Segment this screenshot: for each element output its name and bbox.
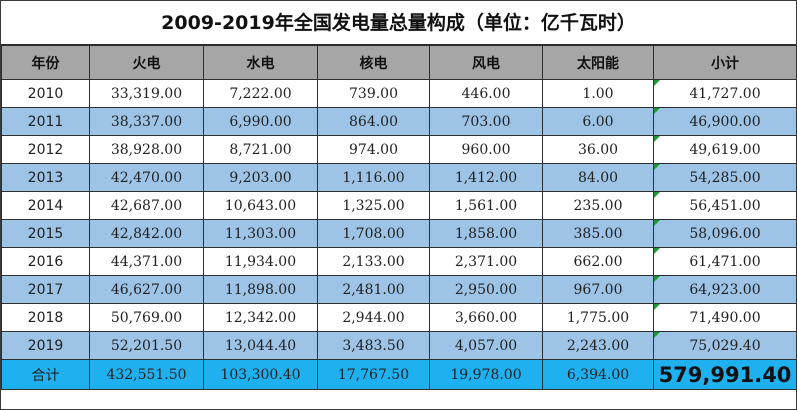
hydro-cell[interactable]: 10,643.00: [203, 191, 318, 220]
header-row: 年份 火电 水电 核电 风电 太阳能 小计: [1, 46, 797, 80]
nuclear-cell[interactable]: 1,116.00: [317, 163, 430, 192]
subtotal-cell[interactable]: 61,471.00: [653, 247, 797, 276]
hydro-cell[interactable]: 6,990.00: [203, 107, 318, 136]
nuclear-cell[interactable]: 2,133.00: [317, 247, 430, 276]
total-wind-cell[interactable]: 19,978.00: [429, 359, 543, 390]
table-row: 2016 44,371.00 11,934.00 2,133.00 2,371.…: [1, 247, 797, 276]
hydro-cell[interactable]: 7,222.00: [203, 79, 318, 108]
thermal-cell[interactable]: 38,928.00: [89, 135, 204, 164]
column-header-subtotal[interactable]: 小计: [653, 46, 797, 80]
year-cell[interactable]: 2011: [1, 107, 90, 136]
solar-cell[interactable]: 662.00: [542, 247, 654, 276]
year-cell[interactable]: 2012: [1, 135, 90, 164]
hydro-cell[interactable]: 8,721.00: [203, 135, 318, 164]
solar-cell[interactable]: 36.00: [542, 135, 654, 164]
wind-cell[interactable]: 2,950.00: [429, 275, 543, 304]
year-cell[interactable]: 2014: [1, 191, 90, 220]
solar-cell[interactable]: 2,243.00: [542, 331, 654, 360]
hydro-cell[interactable]: 12,342.00: [203, 303, 318, 332]
wind-cell[interactable]: 1,412.00: [429, 163, 543, 192]
subtotal-cell[interactable]: 64,923.00: [653, 275, 797, 304]
thermal-cell[interactable]: 46,627.00: [89, 275, 204, 304]
subtotal-cell[interactable]: 75,029.40: [653, 331, 797, 360]
wind-cell[interactable]: 1,858.00: [429, 219, 543, 248]
grand-total-cell[interactable]: 579,991.40: [653, 359, 797, 390]
wind-cell[interactable]: 1,561.00: [429, 191, 543, 220]
nuclear-cell[interactable]: 739.00: [317, 79, 430, 108]
table-row: 2010 33,319.00 7,222.00 739.00 446.00 1.…: [1, 79, 797, 108]
subtotal-cell[interactable]: 58,096.00: [653, 219, 797, 248]
nuclear-cell[interactable]: 2,481.00: [317, 275, 430, 304]
column-header-thermal[interactable]: 火电: [89, 46, 204, 80]
wind-cell[interactable]: 960.00: [429, 135, 543, 164]
table-row: 2012 38,928.00 8,721.00 974.00 960.00 36…: [1, 135, 797, 164]
solar-cell[interactable]: 1,775.00: [542, 303, 654, 332]
wind-cell[interactable]: 2,371.00: [429, 247, 543, 276]
table-row: 2019 52,201.50 13,044.40 3,483.50 4,057.…: [1, 331, 797, 360]
total-hydro-cell[interactable]: 103,300.40: [203, 359, 318, 390]
nuclear-cell[interactable]: 2,944.00: [317, 303, 430, 332]
thermal-cell[interactable]: 50,769.00: [89, 303, 204, 332]
hydro-cell[interactable]: 11,303.00: [203, 219, 318, 248]
year-cell[interactable]: 2015: [1, 219, 90, 248]
solar-cell[interactable]: 1.00: [542, 79, 654, 108]
table-row: 2015 42,842.00 11,303.00 1,708.00 1,858.…: [1, 219, 797, 248]
table-row: 2017 46,627.00 11,898.00 2,481.00 2,950.…: [1, 275, 797, 304]
subtotal-cell[interactable]: 49,619.00: [653, 135, 797, 164]
total-nuclear-cell[interactable]: 17,767.50: [317, 359, 430, 390]
year-cell[interactable]: 2017: [1, 275, 90, 304]
table-row: 2018 50,769.00 12,342.00 2,944.00 3,660.…: [1, 303, 797, 332]
thermal-cell[interactable]: 52,201.50: [89, 331, 204, 360]
thermal-cell[interactable]: 38,337.00: [89, 107, 204, 136]
year-cell[interactable]: 2016: [1, 247, 90, 276]
sheet-title: 2009-2019年全国发电量总量构成（单位：亿千瓦时）: [1, 1, 796, 46]
thermal-cell[interactable]: 42,470.00: [89, 163, 204, 192]
column-header-solar[interactable]: 太阳能: [542, 46, 654, 80]
solar-cell[interactable]: 84.00: [542, 163, 654, 192]
thermal-cell[interactable]: 42,842.00: [89, 219, 204, 248]
total-label-cell[interactable]: 合计: [1, 359, 90, 390]
hydro-cell[interactable]: 13,044.40: [203, 331, 318, 360]
wind-cell[interactable]: 3,660.00: [429, 303, 543, 332]
nuclear-cell[interactable]: 3,483.50: [317, 331, 430, 360]
subtotal-cell[interactable]: 71,490.00: [653, 303, 797, 332]
hydro-cell[interactable]: 11,934.00: [203, 247, 318, 276]
table-row: 2011 38,337.00 6,990.00 864.00 703.00 6.…: [1, 107, 797, 136]
hydro-cell[interactable]: 11,898.00: [203, 275, 318, 304]
column-header-year[interactable]: 年份: [1, 46, 90, 80]
wind-cell[interactable]: 703.00: [429, 107, 543, 136]
year-cell[interactable]: 2019: [1, 331, 90, 360]
column-header-wind[interactable]: 风电: [429, 46, 543, 80]
thermal-cell[interactable]: 42,687.00: [89, 191, 204, 220]
column-header-hydro[interactable]: 水电: [203, 46, 318, 80]
thermal-cell[interactable]: 33,319.00: [89, 79, 204, 108]
nuclear-cell[interactable]: 1,325.00: [317, 191, 430, 220]
subtotal-cell[interactable]: 46,900.00: [653, 107, 797, 136]
wind-cell[interactable]: 446.00: [429, 79, 543, 108]
total-solar-cell[interactable]: 6,394.00: [542, 359, 654, 390]
wind-cell[interactable]: 4,057.00: [429, 331, 543, 360]
subtotal-cell[interactable]: 41,727.00: [653, 79, 797, 108]
nuclear-cell[interactable]: 1,708.00: [317, 219, 430, 248]
thermal-cell[interactable]: 44,371.00: [89, 247, 204, 276]
generation-table: 年份 火电 水电 核电 风电 太阳能 小计 2010 33,319.00 7,2…: [1, 46, 797, 390]
nuclear-cell[interactable]: 864.00: [317, 107, 430, 136]
hydro-cell[interactable]: 9,203.00: [203, 163, 318, 192]
year-cell[interactable]: 2010: [1, 79, 90, 108]
column-header-nuclear[interactable]: 核电: [317, 46, 430, 80]
table-row: 2013 42,470.00 9,203.00 1,116.00 1,412.0…: [1, 163, 797, 192]
solar-cell[interactable]: 385.00: [542, 219, 654, 248]
subtotal-cell[interactable]: 54,285.00: [653, 163, 797, 192]
table-row: 2014 42,687.00 10,643.00 1,325.00 1,561.…: [1, 191, 797, 220]
solar-cell[interactable]: 6.00: [542, 107, 654, 136]
nuclear-cell[interactable]: 974.00: [317, 135, 430, 164]
year-cell[interactable]: 2013: [1, 163, 90, 192]
solar-cell[interactable]: 235.00: [542, 191, 654, 220]
subtotal-cell[interactable]: 56,451.00: [653, 191, 797, 220]
total-row: 合计 432,551.50 103,300.40 17,767.50 19,97…: [1, 359, 797, 390]
year-cell[interactable]: 2018: [1, 303, 90, 332]
solar-cell[interactable]: 967.00: [542, 275, 654, 304]
total-thermal-cell[interactable]: 432,551.50: [89, 359, 204, 390]
